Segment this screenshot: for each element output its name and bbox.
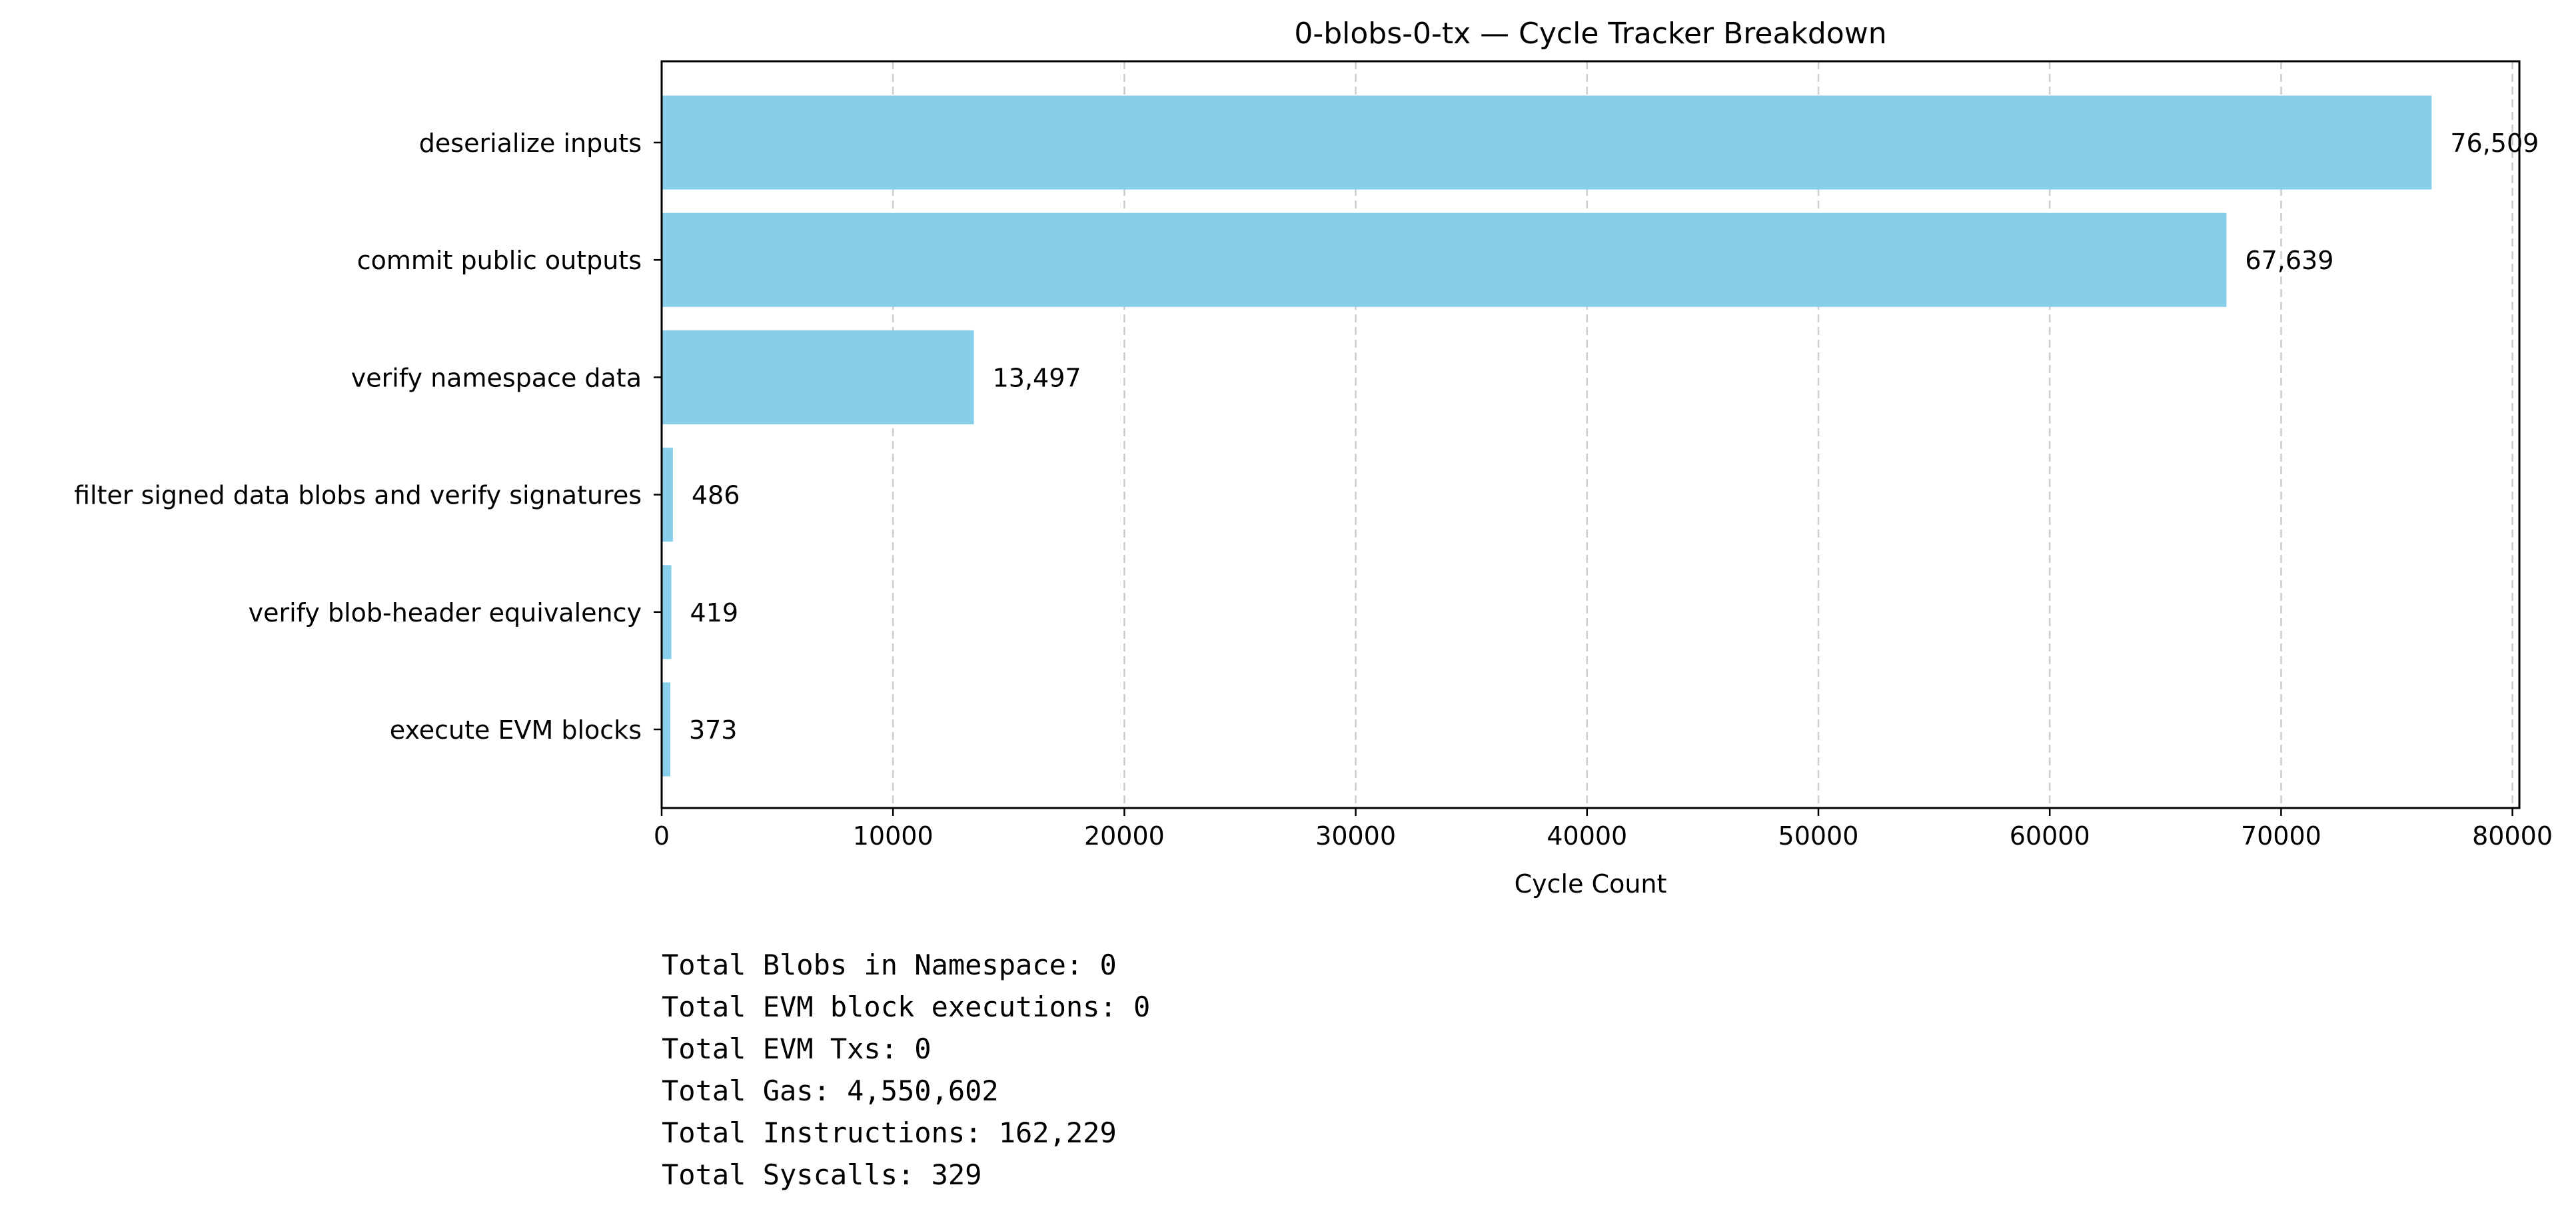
y-tick-label: filter signed data blobs and verify sign… xyxy=(74,481,642,510)
bar-value-label: 486 xyxy=(692,481,740,510)
x-axis-label: Cycle Count xyxy=(1515,869,1667,899)
x-tick-label: 50000 xyxy=(1778,821,1859,851)
x-tick-label: 80000 xyxy=(2472,821,2553,851)
y-tick-label: verify namespace data xyxy=(351,363,642,392)
grid-lines xyxy=(892,61,2513,808)
bars xyxy=(662,95,2432,777)
y-tick-label: commit public outputs xyxy=(357,246,642,275)
x-tick-label: 70000 xyxy=(2241,821,2321,851)
summary-line: Total Gas: 4,550,602 xyxy=(662,1074,999,1107)
x-axis-ticks: 0 10000 20000 30000 40000 50000 60000 70000 8000… xyxy=(654,808,2553,851)
x-tick-label: 40000 xyxy=(1547,821,1627,851)
bar-value-label: 419 xyxy=(690,598,739,627)
summary-line: Total Syscalls: 329 xyxy=(662,1158,981,1191)
y-axis-ticks: deserialize inputs commit public outputs v… xyxy=(74,129,662,745)
value-labels: 76,509 67,639 13,497 486 419 373 xyxy=(689,129,2539,745)
bar-value-label: 13,497 xyxy=(993,363,1081,392)
x-tick-label: 60000 xyxy=(2010,821,2090,851)
summary-stats: Total Blobs in Namespace: 0 Total EVM blo… xyxy=(662,949,1150,1191)
chart-title: 0-blobs-0-tx — Cycle Tracker Breakdown xyxy=(1294,17,1886,51)
y-tick-label: verify blob-header equivalency xyxy=(249,598,642,627)
x-tick-label: 20000 xyxy=(1084,821,1165,851)
x-tick-label: 30000 xyxy=(1315,821,1396,851)
y-tick-label: execute EVM blocks xyxy=(390,715,642,745)
bar xyxy=(662,330,974,424)
bar xyxy=(662,95,2432,190)
bar-value-label: 67,639 xyxy=(2245,246,2333,275)
x-tick-label: 0 xyxy=(654,821,670,851)
x-tick-label: 10000 xyxy=(853,821,934,851)
bar xyxy=(662,565,672,659)
summary-line: Total EVM Txs: 0 xyxy=(662,1032,932,1065)
summary-line: Total Instructions: 162,229 xyxy=(662,1116,1117,1149)
y-tick-label: deserialize inputs xyxy=(419,129,642,158)
bar xyxy=(662,682,670,777)
plot-frame xyxy=(660,60,2521,809)
summary-line: Total Blobs in Namespace: 0 xyxy=(662,949,1117,981)
bar xyxy=(662,212,2227,307)
bar-value-label: 76,509 xyxy=(2450,129,2539,158)
bar-value-label: 373 xyxy=(689,715,738,745)
bar xyxy=(662,448,673,542)
summary-line: Total EVM block executions: 0 xyxy=(662,991,1150,1023)
